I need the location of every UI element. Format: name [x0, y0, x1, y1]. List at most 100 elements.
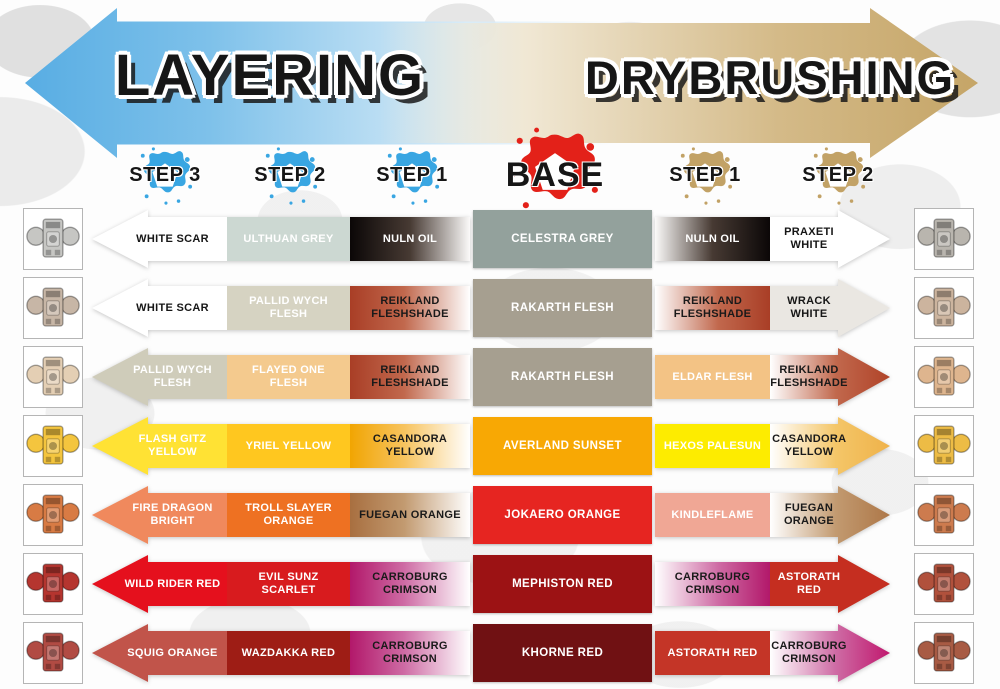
space-marine-torso-icon: [26, 494, 80, 534]
column-header-layering-step3: STEP 3: [105, 147, 225, 205]
drybrushing-paint-arrow: CARROBURG CRIMSON ASTORATH RED: [655, 555, 890, 613]
paint-segment-step2: CASANDORA YELLOW: [770, 417, 890, 475]
paint-segment-step1: REIKLAND FLESHSHADE: [655, 286, 770, 330]
paint-segment-step2: TROLL SLAYER ORANGE: [227, 493, 350, 537]
drybrushing-paint-arrow: KINDLEFLAME FUEGAN ORANGE: [655, 486, 890, 544]
drybrushing-arrow-banner: [355, 8, 978, 158]
paint-name: WHITE SCAR: [136, 301, 209, 314]
miniature-thumbnail-right: [914, 277, 974, 339]
paint-segment-step1: HEXOS PALESUN: [655, 424, 770, 468]
step-label: STEP 3: [129, 164, 201, 186]
column-header-layering-step2: STEP 2: [230, 147, 350, 205]
paint-row: WHITE SCAR PALLID WYCH FLESH REIKLAND FL…: [0, 274, 1000, 343]
paint-segment-step3: WHITE SCAR: [92, 210, 227, 268]
space-marine-torso-icon: [917, 425, 971, 465]
column-header-base: BASE: [485, 127, 625, 219]
paint-segment-step3: WILD RIDER RED: [92, 555, 227, 613]
miniature-thumbnail-right: [914, 553, 974, 615]
layering-paint-arrow: FIRE DRAGON BRIGHT TROLL SLAYER ORANGE F…: [92, 486, 470, 544]
paint-name: WHITE SCAR: [136, 232, 209, 245]
base-paint-swatch: JOKAERO ORANGE: [473, 486, 652, 544]
paint-name: REIKLAND FLESHSHADE: [770, 364, 848, 389]
space-marine-torso-icon: [26, 563, 80, 603]
paint-name: FLAYED ONE FLESH: [252, 364, 325, 389]
paint-segment-step1: CASANDORA YELLOW: [350, 424, 470, 468]
base-paint-swatch: CELESTRA GREY: [473, 210, 652, 268]
paint-name: WRACK WHITE: [787, 295, 831, 320]
space-marine-torso-icon: [26, 425, 80, 465]
base-paint-swatch: KHORNE RED: [473, 624, 652, 682]
miniature-thumbnail-right: [914, 622, 974, 684]
step-label: STEP 1: [376, 164, 448, 186]
paint-segment-step2: PALLID WYCH FLESH: [227, 286, 350, 330]
paint-segment-step1: NULN OIL: [350, 217, 470, 261]
paint-segment-step3: FLASH GITZ YELLOW: [92, 417, 227, 475]
miniature-thumbnail-left: [23, 346, 83, 408]
paint-segment-step1: ASTORATH RED: [655, 631, 770, 675]
paint-name: CARROBURG CRIMSON: [372, 571, 448, 596]
paint-segment-step2: ULTHUAN GREY: [227, 217, 350, 261]
paint-segment-step3: SQUIG ORANGE: [92, 624, 227, 682]
column-header-drybrushing-step2: STEP 2: [778, 147, 898, 205]
paint-row: FIRE DRAGON BRIGHT TROLL SLAYER ORANGE F…: [0, 481, 1000, 550]
miniature-thumbnail-right: [914, 208, 974, 270]
space-marine-torso-icon: [917, 356, 971, 396]
paint-name: MEPHISTON RED: [512, 578, 613, 590]
paint-segment-step2: FUEGAN ORANGE: [770, 486, 890, 544]
step-label: STEP 2: [802, 164, 874, 186]
base-paint-swatch: RAKARTH FLESH: [473, 279, 652, 337]
paint-row: WILD RIDER RED EVIL SUNZ SCARLET CARROBU…: [0, 550, 1000, 619]
paint-name: REIKLAND FLESHSHADE: [371, 295, 449, 320]
paint-name: CASANDORA YELLOW: [372, 433, 448, 458]
miniature-thumbnail-left: [23, 484, 83, 546]
drybrushing-paint-arrow: REIKLAND FLESHSHADE WRACK WHITE: [655, 279, 890, 337]
space-marine-torso-icon: [917, 563, 971, 603]
layering-paint-arrow: SQUIG ORANGE WAZDAKKA RED CARROBURG CRIM…: [92, 624, 470, 682]
miniature-thumbnail-left: [23, 415, 83, 477]
drybrushing-paint-arrow: NULN OIL PRAXETI WHITE: [655, 210, 890, 268]
layering-paint-arrow: WHITE SCAR ULTHUAN GREY NULN OIL: [92, 210, 470, 268]
paint-name: FUEGAN ORANGE: [359, 508, 461, 521]
drybrushing-paint-arrow: ASTORATH RED CARROBURG CRIMSON: [655, 624, 890, 682]
paint-name: REIKLAND FLESHSHADE: [371, 364, 449, 389]
paint-rows: WHITE SCAR ULTHUAN GREY NULN OIL CELESTR…: [0, 205, 1000, 688]
miniature-thumbnail-right: [914, 415, 974, 477]
paint-name: PALLID WYCH FLESH: [249, 295, 328, 320]
paint-name: EVIL SUNZ SCARLET: [258, 571, 319, 596]
space-marine-torso-icon: [917, 494, 971, 534]
paint-name: FUEGAN ORANGE: [783, 502, 835, 527]
paint-name: AVERLAND SUNSET: [503, 440, 622, 452]
paint-name: PALLID WYCH FLESH: [133, 364, 212, 389]
paint-row: SQUIG ORANGE WAZDAKKA RED CARROBURG CRIM…: [0, 619, 1000, 688]
paint-row: FLASH GITZ YELLOW YRIEL YELLOW CASANDORA…: [0, 412, 1000, 481]
paint-name: CELESTRA GREY: [511, 233, 614, 245]
layering-paint-arrow: WILD RIDER RED EVIL SUNZ SCARLET CARROBU…: [92, 555, 470, 613]
paint-segment-step1: FUEGAN ORANGE: [350, 493, 470, 537]
paint-name: CASANDORA YELLOW: [772, 433, 847, 458]
base-paint-swatch: MEPHISTON RED: [473, 555, 652, 613]
base-paint-swatch: AVERLAND SUNSET: [473, 417, 652, 475]
space-marine-torso-icon: [917, 218, 971, 258]
miniature-thumbnail-right: [914, 346, 974, 408]
paint-name: CARROBURG CRIMSON: [771, 640, 847, 665]
paint-segment-step2: CARROBURG CRIMSON: [770, 624, 890, 682]
space-marine-torso-icon: [917, 287, 971, 327]
paint-segment-step2: REIKLAND FLESHSHADE: [770, 348, 890, 406]
paint-segment-step2: PRAXETI WHITE: [770, 210, 890, 268]
paint-name: CARROBURG CRIMSON: [372, 640, 448, 665]
paint-segment-step1: ELDAR FLESH: [655, 355, 770, 399]
paint-name: JOKAERO ORANGE: [504, 509, 621, 521]
base-label: BASE: [505, 156, 605, 194]
paint-name: KINDLEFLAME: [671, 508, 754, 521]
miniature-thumbnail-left: [23, 208, 83, 270]
paint-segment-step2: WRACK WHITE: [770, 279, 890, 337]
paint-segment-step2: WAZDAKKA RED: [227, 631, 350, 675]
paint-segment-step1: KINDLEFLAME: [655, 493, 770, 537]
paint-segment-step2: YRIEL YELLOW: [227, 424, 350, 468]
layering-paint-arrow: PALLID WYCH FLESH FLAYED ONE FLESH REIKL…: [92, 348, 470, 406]
paint-name: WILD RIDER RED: [124, 577, 221, 590]
paint-segment-step1: CARROBURG CRIMSON: [655, 562, 770, 606]
paint-name: SQUIG ORANGE: [127, 646, 218, 659]
paint-segment-step3: PALLID WYCH FLESH: [92, 348, 227, 406]
